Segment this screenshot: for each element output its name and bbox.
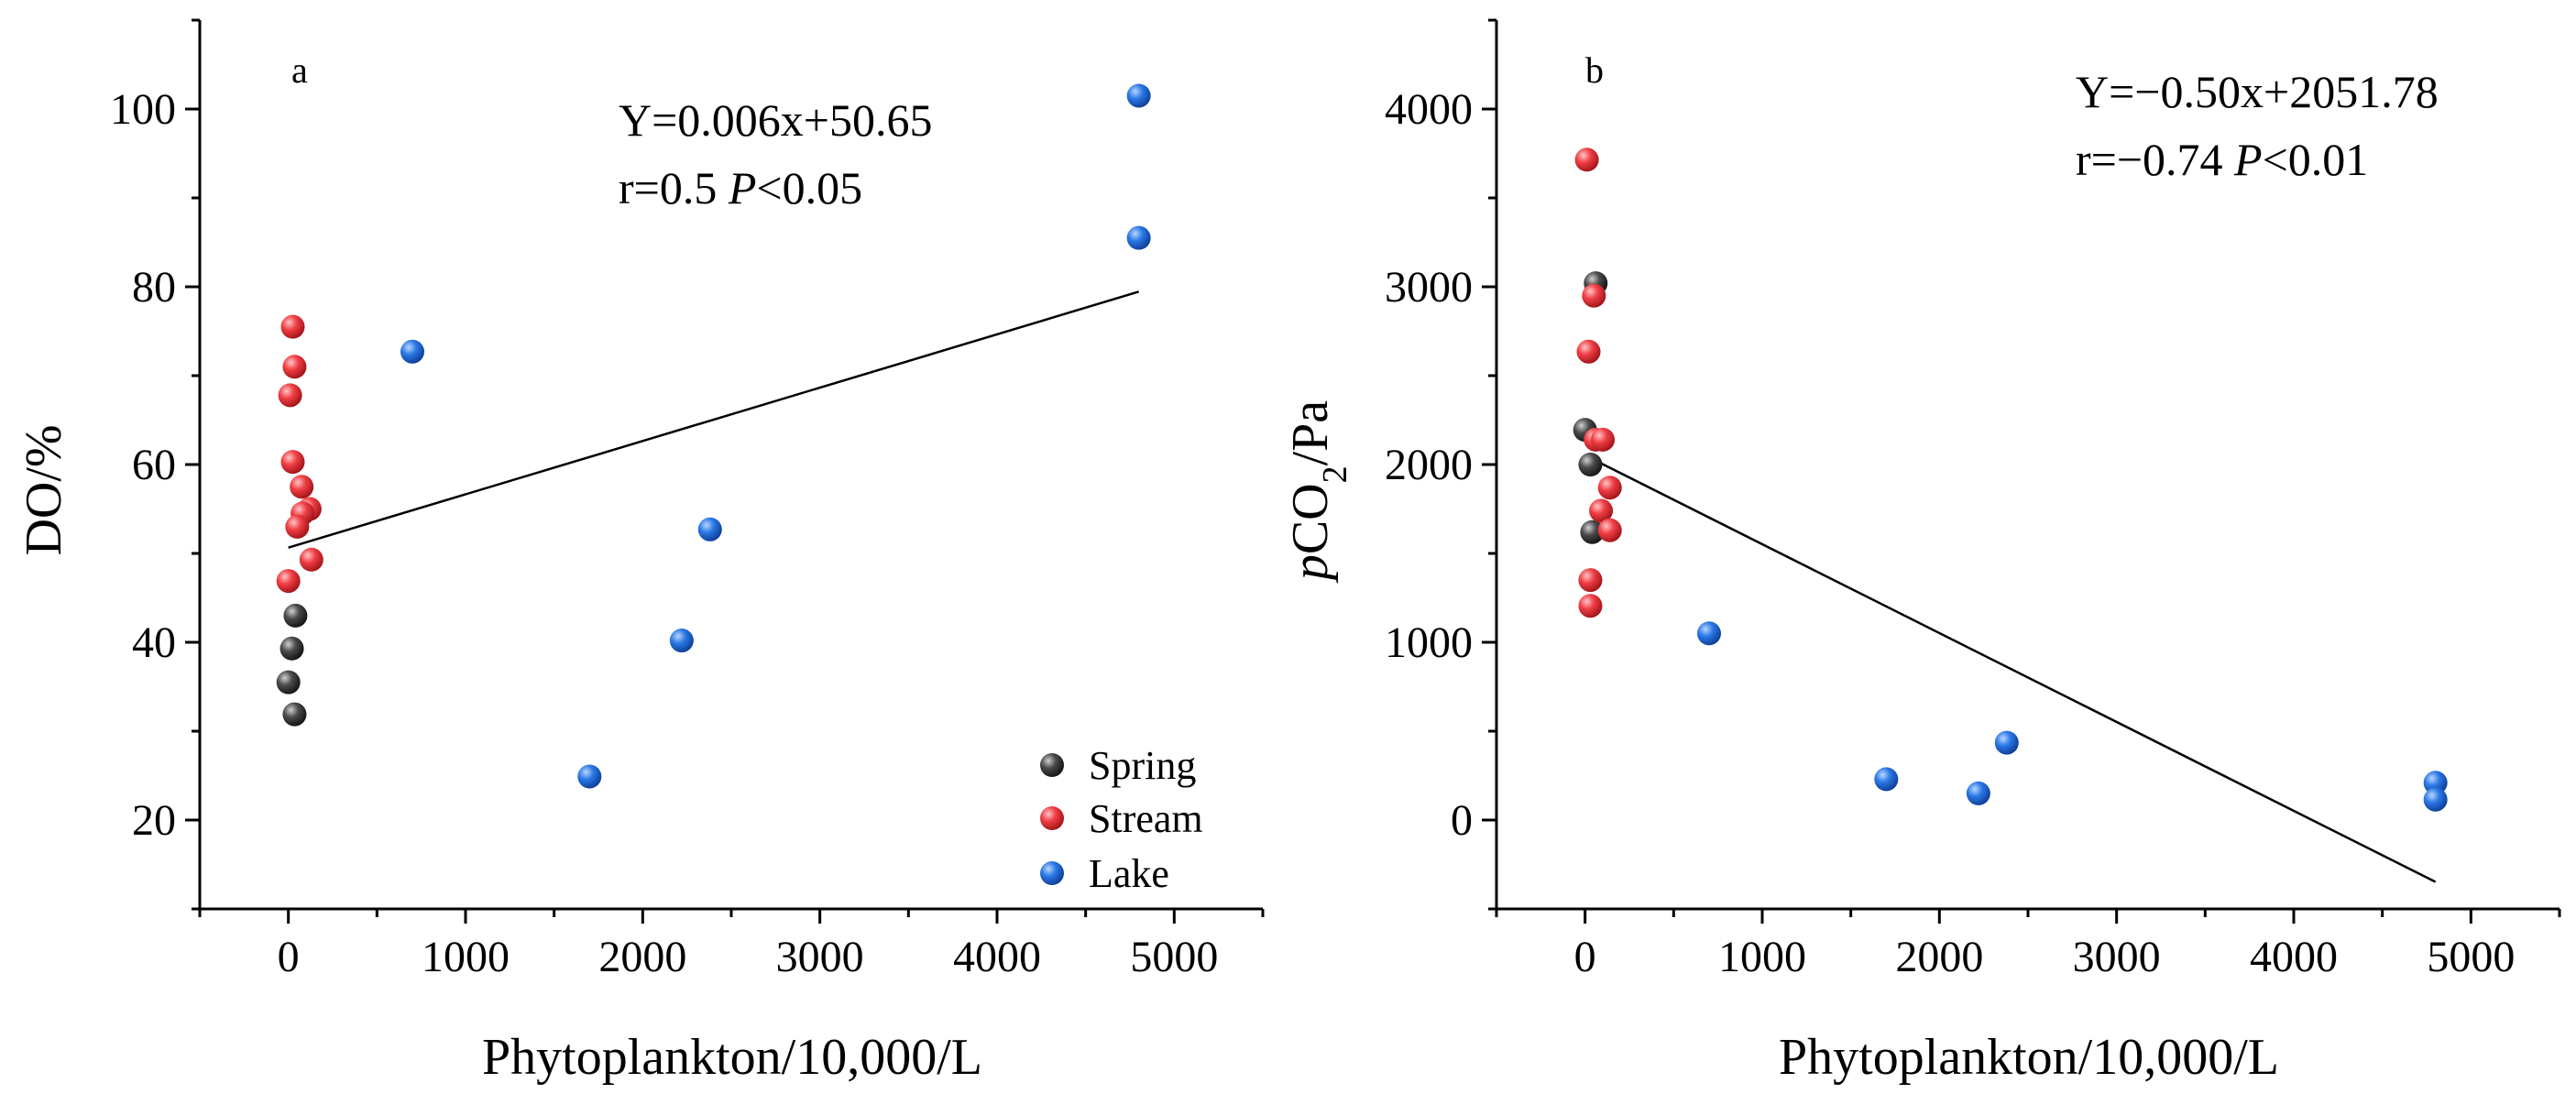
panel-a-equation: Y=0.006x+50.65 — [619, 94, 933, 146]
panel-b-point-stream — [1589, 498, 1614, 523]
panel-b-letter: b — [1585, 49, 1604, 91]
legend-label-spring: Spring — [1089, 743, 1196, 788]
panel-a-point-stream — [285, 514, 310, 539]
panel-a-point-spring — [276, 670, 301, 695]
panel-b-point-spring — [1580, 520, 1605, 544]
panel-a-y-tick-label: 80 — [132, 263, 176, 312]
panel-b-point-lake — [2423, 771, 2448, 795]
panel-b-point-lake — [2423, 787, 2448, 812]
panel-a-y-tick-label: 20 — [132, 796, 176, 845]
panel-a-x-tick-label: 2000 — [598, 933, 686, 981]
panel-a-point-lake — [400, 339, 424, 364]
panel-a-point-lake — [669, 629, 694, 653]
panel-a-point-stream — [280, 314, 305, 339]
panel-b-point-stream — [1576, 339, 1601, 364]
panel-b-y-tick-label: 0 — [1451, 796, 1473, 845]
panel-a-x-tick-label: 3000 — [776, 933, 864, 981]
panel-b-point-lake — [1966, 781, 1990, 805]
panel-a-point-lake — [697, 517, 722, 542]
panel-a-point-stream — [290, 475, 314, 499]
panel-b-y-axis-title: pCO2/Pa — [1282, 400, 1354, 585]
panel-b-point-stream — [1582, 283, 1606, 308]
panel-b-point-lake — [1994, 730, 2019, 755]
panel-a-y-tick-label: 40 — [132, 618, 176, 667]
panel-b-point-stream — [1578, 568, 1603, 593]
panel-a: a Y=0.006x+50.65 r=0.5 P<0.05 Phytoplank… — [16, 18, 1265, 1086]
panel-a-x-tick-label: 1000 — [422, 933, 510, 981]
panel-a-point-lake — [1126, 83, 1151, 108]
panel-b-point-stream — [1574, 148, 1599, 172]
panel-b-x-tick-label: 5000 — [2427, 933, 2515, 981]
panel-a-y-tick-label: 100 — [110, 85, 176, 134]
panel-a-point-lake — [577, 764, 602, 789]
panel-b-point-stream — [1597, 518, 1622, 542]
panel-b-x-tick-label: 1000 — [1718, 933, 1806, 981]
panel-b-x-axis-title: Phytoplankton/10,000/L — [1779, 1029, 2279, 1086]
panel-b-point-lake — [1697, 621, 1721, 646]
panel-b-point-spring — [1578, 453, 1603, 476]
panel-b-y-tick-label: 1000 — [1385, 618, 1473, 667]
panel-a-regression-line — [288, 290, 1140, 549]
panel-a-legend: Spring Stream Lake — [1040, 743, 1203, 896]
panel-b-regression-line — [1584, 454, 2437, 883]
panel-a-y-tick-label: 60 — [132, 441, 176, 489]
panel-b-point-stream — [1591, 427, 1615, 452]
panel-b-stats: r=−0.74 P<0.01 — [2076, 134, 2368, 185]
panel-a-point-spring — [280, 636, 304, 661]
legend-marker-stream — [1040, 806, 1064, 830]
panel-b-x-tick-label: 3000 — [2073, 933, 2161, 981]
panel-b-y-tick-label: 4000 — [1385, 85, 1473, 134]
panel-b-x-tick-label: 4000 — [2250, 933, 2338, 981]
panel-a-stats: r=0.5 P<0.05 — [619, 162, 862, 213]
panel-a-point-stream — [280, 450, 305, 475]
panel-a-x-tick-label: 4000 — [953, 933, 1041, 981]
panel-a-point-lake — [1126, 225, 1151, 250]
legend-marker-spring — [1040, 753, 1064, 777]
panel-b-y-tick-label: 3000 — [1385, 263, 1473, 312]
panel-a-point-spring — [283, 603, 308, 628]
panel-a-x-axis-title: Phytoplankton/10,000/L — [482, 1029, 982, 1086]
panel-a-x-tick-label: 0 — [278, 933, 300, 981]
panel-b-point-lake — [1874, 767, 1899, 792]
panel-b-point-stream — [1578, 594, 1603, 618]
panel-b-point-stream — [1597, 476, 1622, 500]
panel-b-equation: Y=−0.50x+2051.78 — [2076, 66, 2439, 117]
legend-label-lake: Lake — [1089, 851, 1169, 896]
panel-b-y-tick-label: 2000 — [1385, 441, 1473, 489]
panel-a-point-spring — [282, 702, 307, 727]
panel-b-x-tick-label: 2000 — [1895, 933, 1983, 981]
panel-a-letter: a — [291, 49, 308, 91]
legend-label-stream: Stream — [1089, 796, 1203, 841]
panel-a-point-stream — [276, 569, 301, 594]
panel-b-x-tick-label: 0 — [1574, 933, 1596, 981]
panel-b: b Y=−0.50x+2051.78 r=−0.74 P<0.01 Phytop… — [1282, 18, 2561, 1086]
panel-a-point-stream — [282, 355, 307, 379]
panel-a-x-tick-label: 5000 — [1130, 933, 1218, 981]
panel-a-point-stream — [299, 547, 323, 572]
panel-a-y-axis-title: DO/% — [16, 424, 72, 555]
panel-a-point-stream — [278, 383, 302, 408]
legend-marker-lake — [1040, 861, 1064, 885]
